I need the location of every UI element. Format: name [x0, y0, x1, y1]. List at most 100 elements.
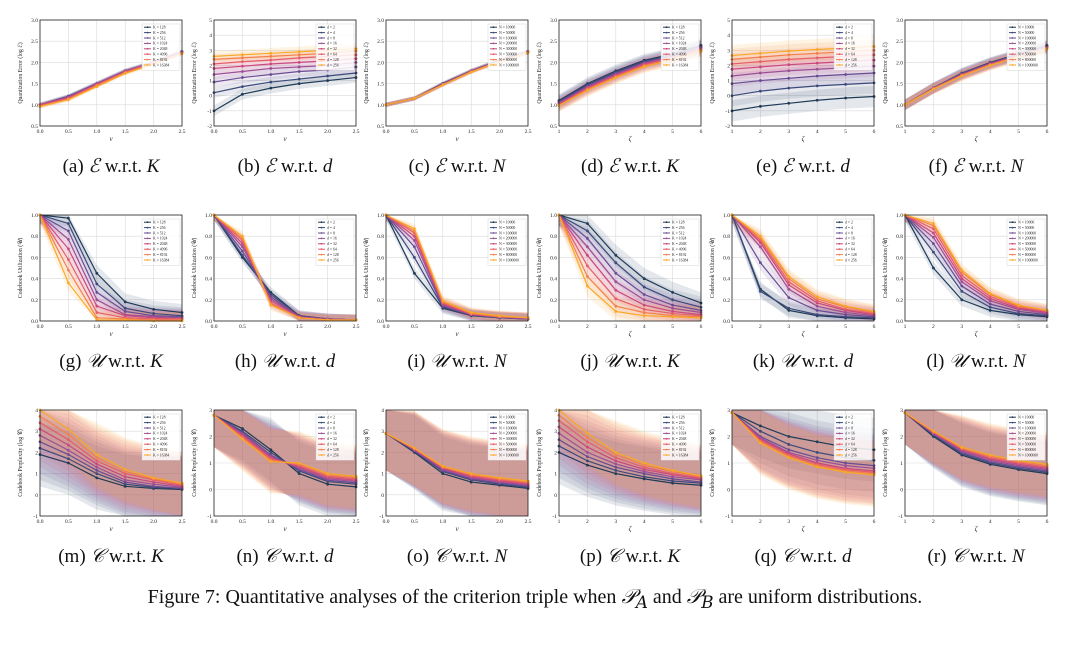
x-tick-label: 4 — [643, 324, 646, 330]
y-axis-label: Quantization Error (log ℰ) — [882, 42, 889, 103]
legend-entry: N = 10000 — [1018, 416, 1034, 420]
data-point — [787, 277, 791, 280]
legend-marker — [665, 242, 668, 245]
data-point — [815, 56, 819, 60]
data-point — [441, 299, 445, 303]
legend-marker — [146, 443, 149, 446]
data-point — [241, 234, 244, 238]
data-point — [960, 268, 964, 272]
series-band — [40, 410, 182, 516]
x-tick-label: 0.5 — [65, 519, 72, 525]
series-line — [39, 214, 183, 319]
x-tick-label: 2.5 — [353, 519, 360, 525]
data-point — [123, 72, 127, 75]
legend-marker — [320, 221, 323, 224]
legend-entry: d = 32 — [845, 47, 855, 51]
legend-marker — [320, 242, 323, 245]
series-band — [732, 410, 874, 505]
x-tick-label: 2.5 — [179, 519, 186, 525]
legend-entry: N = 1000000 — [499, 63, 519, 67]
x-tick-label: 2.5 — [525, 519, 532, 525]
y-tick-label: 1.0 — [377, 213, 384, 219]
plot-frame — [385, 409, 529, 517]
x-axis-label: ζ — [629, 135, 633, 143]
legend-entry: N = 500000 — [1018, 53, 1036, 57]
series-band — [386, 410, 528, 516]
data-point — [787, 435, 791, 438]
series-line — [904, 214, 1048, 318]
series-band — [40, 215, 182, 321]
legend-marker — [492, 47, 495, 50]
chart-l: 0.0 0.2 0.4 0.6 0.8 1.0 1 2 3 4 5 6 ζ Codebook Utiliz… — [882, 213, 1049, 338]
data-point — [932, 227, 935, 231]
series-line — [558, 414, 702, 478]
data-point — [988, 302, 992, 306]
y-tick-label: 0.5 — [896, 124, 903, 130]
y-tick-label: 0.6 — [896, 255, 903, 261]
data-point — [614, 253, 618, 257]
data-point — [988, 453, 992, 457]
series-line — [731, 412, 875, 472]
subcaption-label: (g) — [59, 351, 82, 372]
data-point — [815, 295, 819, 299]
data-point — [269, 451, 273, 454]
data-point — [642, 311, 646, 314]
y-tick-label: 2.0 — [550, 60, 557, 66]
data-point — [642, 461, 646, 465]
y-tick-label: 0.4 — [723, 277, 730, 283]
y-tick-label: -1 — [725, 109, 730, 115]
x-tick-label: 0.5 — [239, 129, 246, 135]
subcaption-label: (n) — [236, 546, 259, 567]
x-axis-label: ν — [109, 135, 113, 143]
data-point — [932, 231, 935, 235]
legend-entry: N = 100000 — [499, 426, 517, 430]
chart-m: -1 0 1 2 3 4 0.0 0.5 1.0 1.5 2.0 2.5 ν Codebook Perpl… — [17, 408, 186, 533]
data-point — [123, 310, 127, 313]
x-tick-label: 1.0 — [267, 324, 274, 330]
chart-h: 0.0 0.2 0.4 0.6 0.8 1.0 0.0 0.5 1.0 1.5 2.0 2.5 ν Cod… — [191, 213, 360, 338]
legend — [141, 23, 181, 71]
legend-entry: K = 1024 — [672, 42, 686, 46]
wrt-variable: N — [493, 351, 507, 372]
legend-entry: N = 200000 — [1018, 42, 1036, 46]
legend-entry: N = 300000 — [1018, 242, 1036, 246]
pb-sub: B — [701, 593, 714, 612]
plot-frame — [558, 214, 702, 322]
data-point — [642, 277, 646, 280]
data-point — [932, 429, 935, 433]
y-tick-label: 1.0 — [377, 103, 384, 109]
x-tick-label: 2 — [932, 129, 935, 135]
series-line — [731, 214, 875, 316]
metric-symbol: ℰ — [88, 155, 100, 177]
data-point — [297, 316, 301, 320]
legend-marker — [492, 259, 495, 261]
plot-frame — [385, 19, 529, 127]
x-tick-label: 1.0 — [439, 324, 446, 330]
legend-marker — [838, 226, 841, 229]
series-line — [558, 451, 702, 486]
legend-marker — [665, 221, 668, 224]
y-tick-label: 0 — [554, 493, 557, 499]
subcaption-p: (p) 𝒞 w.r.t. K — [580, 545, 680, 568]
x-tick-label: 0.0 — [37, 129, 44, 135]
data-point — [787, 53, 791, 57]
data-point — [671, 298, 674, 302]
y-tick-label: 1 — [381, 472, 384, 478]
data-point — [95, 453, 99, 456]
legend-entry: K = 2048 — [672, 47, 686, 51]
legend-entry: d = 256 — [845, 453, 857, 457]
legend-entry: d = 64 — [845, 53, 855, 57]
data-point — [960, 74, 964, 78]
data-point — [95, 456, 99, 460]
series-line — [213, 72, 357, 94]
x-tick-label: 2 — [586, 324, 589, 330]
legend-entry: d = 16 — [327, 432, 337, 436]
data-point — [642, 470, 646, 473]
data-point — [469, 480, 473, 484]
data-point — [614, 459, 618, 463]
x-axis-label: ν — [455, 330, 459, 338]
x-tick-label: 1 — [904, 129, 907, 135]
series-band — [214, 410, 356, 510]
x-tick-label: 0.5 — [239, 324, 246, 330]
wrt-text: w.r.t. — [969, 546, 1008, 567]
